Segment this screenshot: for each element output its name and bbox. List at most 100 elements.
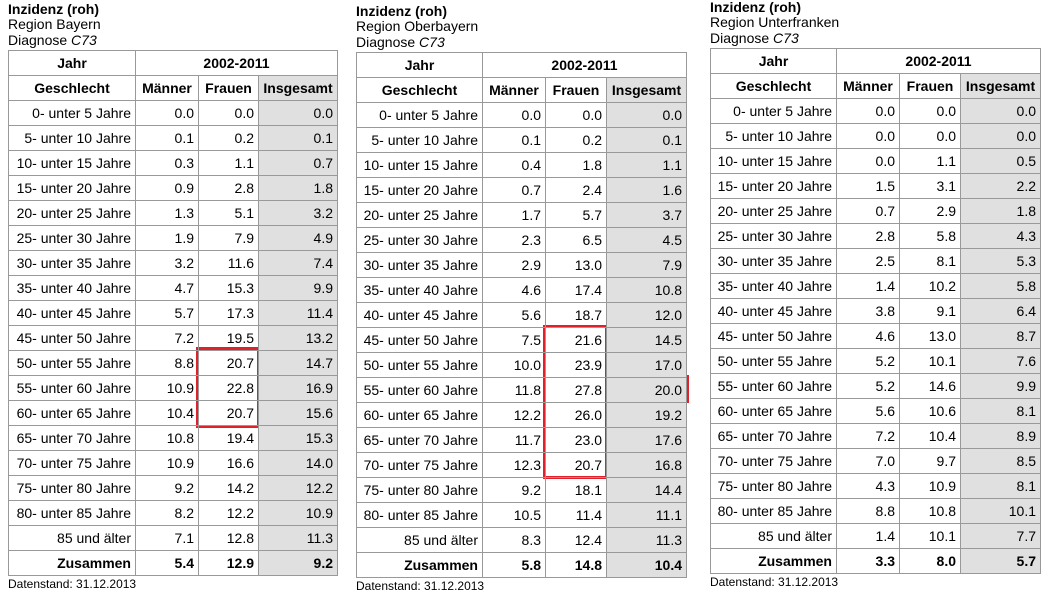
row-label: 50- unter 55 Jahre: [9, 351, 136, 376]
value-cell: 3.8: [837, 299, 900, 324]
header-cell: 2002-2011: [483, 53, 687, 78]
total-label: Zusammen: [9, 551, 136, 576]
value-cell: 12.8: [199, 526, 259, 551]
row-label: 85 und älter: [711, 524, 837, 549]
value-cell: 11.4: [259, 301, 338, 326]
region-label: Region Oberbayern: [356, 18, 479, 34]
data-table: Jahr 2002-2011 Geschlecht Männer Frauen Insge…: [356, 52, 687, 578]
row-label: 40- unter 45 Jahre: [9, 301, 136, 326]
value-cell: 20.0: [607, 378, 687, 403]
value-cell: 5.8: [961, 274, 1041, 299]
value-cell: 7.4: [259, 251, 338, 276]
value-cell: 0.0: [259, 101, 338, 126]
value-cell: 17.4: [546, 278, 607, 303]
value-cell: 10.4: [136, 401, 199, 426]
value-cell: 16.9: [259, 376, 338, 401]
header-cell: Jahr: [9, 51, 136, 76]
row-label: 10- unter 15 Jahre: [357, 153, 483, 178]
value-cell: 14.4: [607, 478, 687, 503]
value-cell: 11.6: [199, 251, 259, 276]
value-cell: 9.1: [900, 299, 961, 324]
row-label: 0- unter 5 Jahre: [357, 103, 483, 128]
value-cell: 18.1: [546, 478, 607, 503]
row-label: 30- unter 35 Jahre: [9, 251, 136, 276]
total-value: 5.7: [961, 549, 1041, 574]
row-label: 35- unter 40 Jahre: [357, 278, 483, 303]
data-table: Jahr 2002-2011 Geschlecht Männer Frauen Insge…: [710, 48, 1041, 574]
value-cell: 7.9: [199, 226, 259, 251]
value-cell: 2.4: [546, 178, 607, 203]
value-cell: 0.0: [961, 99, 1041, 124]
value-cell: 0.5: [961, 149, 1041, 174]
value-cell: 20.7: [546, 453, 607, 478]
value-cell: 12.3: [483, 453, 546, 478]
panel-title: Inzidenz (roh): [356, 3, 447, 19]
value-cell: 2.9: [483, 253, 546, 278]
value-cell: 1.4: [837, 524, 900, 549]
value-cell: 1.1: [900, 149, 961, 174]
value-cell: 1.3: [136, 201, 199, 226]
footer-note: Datenstand: 31.12.2013: [356, 579, 485, 593]
row-label: 20- unter 25 Jahre: [9, 201, 136, 226]
column-header: Geschlecht: [9, 76, 136, 101]
value-cell: 3.7: [607, 203, 687, 228]
row-label: 60- unter 65 Jahre: [9, 401, 136, 426]
value-cell: 16.6: [199, 451, 259, 476]
value-cell: 10.0: [483, 353, 546, 378]
value-cell: 6.4: [961, 299, 1041, 324]
row-label: 20- unter 25 Jahre: [357, 203, 483, 228]
value-cell: 5.7: [136, 301, 199, 326]
value-cell: 10.8: [136, 426, 199, 451]
row-label: 60- unter 65 Jahre: [711, 399, 837, 424]
value-cell: 21.6: [546, 328, 607, 353]
value-cell: 0.3: [136, 151, 199, 176]
row-label: 35- unter 40 Jahre: [711, 274, 837, 299]
value-cell: 0.9: [136, 176, 199, 201]
header-cell: Jahr: [357, 53, 483, 78]
value-cell: 0.0: [546, 103, 607, 128]
value-cell: 8.3: [483, 528, 546, 553]
value-cell: 1.7: [483, 203, 546, 228]
value-cell: 11.4: [546, 503, 607, 528]
header-cell: Jahr: [711, 49, 837, 74]
row-label: 25- unter 30 Jahre: [711, 224, 837, 249]
value-cell: 9.7: [900, 449, 961, 474]
value-cell: 3.2: [136, 251, 199, 276]
value-cell: 1.5: [837, 174, 900, 199]
value-cell: 17.3: [199, 301, 259, 326]
value-cell: 2.2: [961, 174, 1041, 199]
value-cell: 4.5: [607, 228, 687, 253]
total-value: 5.8: [483, 553, 546, 578]
value-cell: 2.8: [837, 224, 900, 249]
value-cell: 4.6: [837, 324, 900, 349]
value-cell: 10.1: [900, 349, 961, 374]
row-label: 15- unter 20 Jahre: [357, 178, 483, 203]
value-cell: 5.6: [483, 303, 546, 328]
value-cell: 11.3: [259, 526, 338, 551]
row-label: 80- unter 85 Jahre: [9, 501, 136, 526]
column-header: Männer: [837, 74, 900, 99]
row-label: 50- unter 55 Jahre: [711, 349, 837, 374]
value-cell: 9.2: [483, 478, 546, 503]
value-cell: 20.7: [199, 351, 259, 376]
row-label: 75- unter 80 Jahre: [357, 478, 483, 503]
value-cell: 14.7: [259, 351, 338, 376]
value-cell: 26.0: [546, 403, 607, 428]
row-label: 35- unter 40 Jahre: [9, 276, 136, 301]
total-value: 14.8: [546, 553, 607, 578]
row-label: 55- unter 60 Jahre: [357, 378, 483, 403]
row-label: 15- unter 20 Jahre: [711, 174, 837, 199]
value-cell: 0.0: [483, 103, 546, 128]
value-cell: 11.1: [607, 503, 687, 528]
row-label: 70- unter 75 Jahre: [9, 451, 136, 476]
value-cell: 15.3: [199, 276, 259, 301]
row-label: 40- unter 45 Jahre: [711, 299, 837, 324]
column-header: Männer: [483, 78, 546, 103]
row-label: 10- unter 15 Jahre: [711, 149, 837, 174]
value-cell: 0.2: [546, 128, 607, 153]
row-label: 75- unter 80 Jahre: [711, 474, 837, 499]
value-cell: 10.1: [961, 499, 1041, 524]
row-label: 25- unter 30 Jahre: [9, 226, 136, 251]
value-cell: 1.8: [961, 199, 1041, 224]
value-cell: 0.0: [900, 99, 961, 124]
